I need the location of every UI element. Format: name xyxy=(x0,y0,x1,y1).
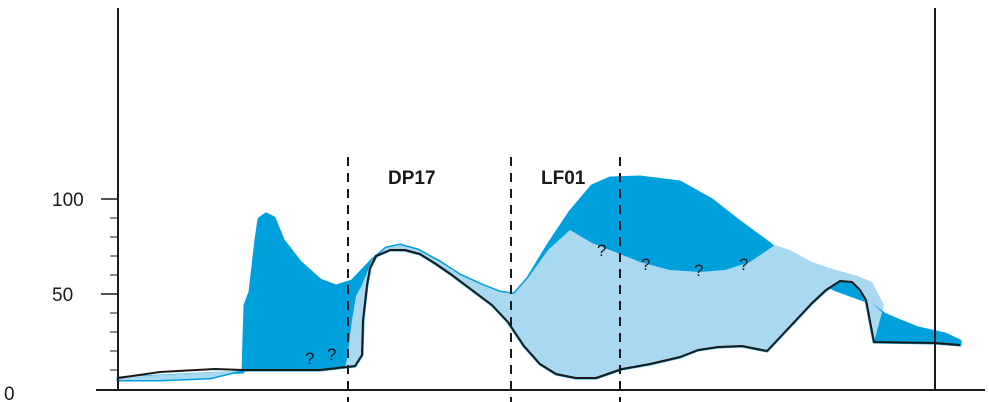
y-minor-ticks xyxy=(110,217,118,371)
lower-profile-line xyxy=(117,249,961,379)
zone-label-lf01: LF01 xyxy=(541,168,586,189)
question-mark: ? xyxy=(327,345,336,364)
question-mark: ? xyxy=(597,241,606,260)
zone-dividers xyxy=(347,157,621,402)
upper-envelope-right-band xyxy=(872,303,960,345)
y-tick-label-50: 50 xyxy=(52,285,73,306)
y-tick-label-100: 100 xyxy=(52,190,84,211)
zone-label-dp17: DP17 xyxy=(388,168,436,189)
inner-envelope-area xyxy=(118,230,884,380)
y-tick-label-0: 0 xyxy=(4,384,15,402)
question-mark: ? xyxy=(641,255,650,274)
question-mark: ? xyxy=(694,261,703,280)
question-mark: ? xyxy=(739,255,748,274)
question-mark: ? xyxy=(305,349,314,368)
